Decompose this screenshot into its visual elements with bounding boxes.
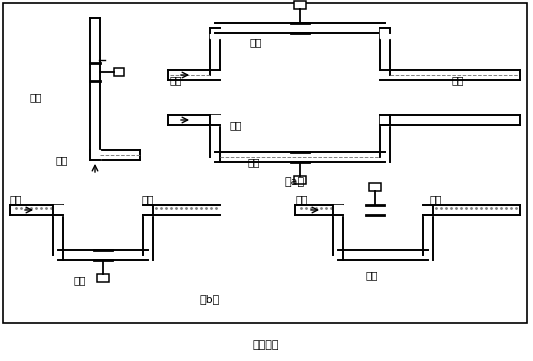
Text: 气泡: 气泡 — [142, 194, 155, 204]
Text: 正确: 正确 — [73, 275, 85, 285]
Text: 液体: 液体 — [55, 155, 68, 165]
Text: 液体: 液体 — [452, 75, 464, 85]
Bar — [143, 205, 153, 215]
Text: 液体: 液体 — [248, 157, 261, 167]
Text: 图（四）: 图（四） — [253, 340, 279, 350]
Bar — [90, 150, 100, 160]
Text: 气泡: 气泡 — [430, 194, 442, 204]
Bar — [423, 205, 433, 215]
Text: （a）: （a） — [285, 177, 305, 187]
Bar — [3, 3, 527, 323]
Bar — [369, 183, 381, 191]
Text: 正确: 正确 — [30, 92, 43, 102]
Text: 液体: 液体 — [170, 75, 182, 85]
Bar — [97, 274, 109, 282]
Text: 正确: 正确 — [250, 37, 262, 47]
Text: （b）: （b） — [200, 294, 220, 304]
Text: 气泡: 气泡 — [10, 194, 22, 204]
Bar — [210, 115, 220, 125]
Bar — [380, 28, 390, 38]
Text: 错误: 错误 — [365, 270, 377, 280]
Bar — [380, 115, 390, 125]
Bar — [53, 205, 63, 215]
Bar — [114, 68, 124, 76]
Bar — [294, 1, 306, 9]
Bar — [210, 28, 220, 38]
Bar — [333, 205, 343, 215]
Text: 气泡: 气泡 — [295, 194, 308, 204]
Text: 错误: 错误 — [230, 120, 243, 130]
Bar — [294, 176, 306, 184]
